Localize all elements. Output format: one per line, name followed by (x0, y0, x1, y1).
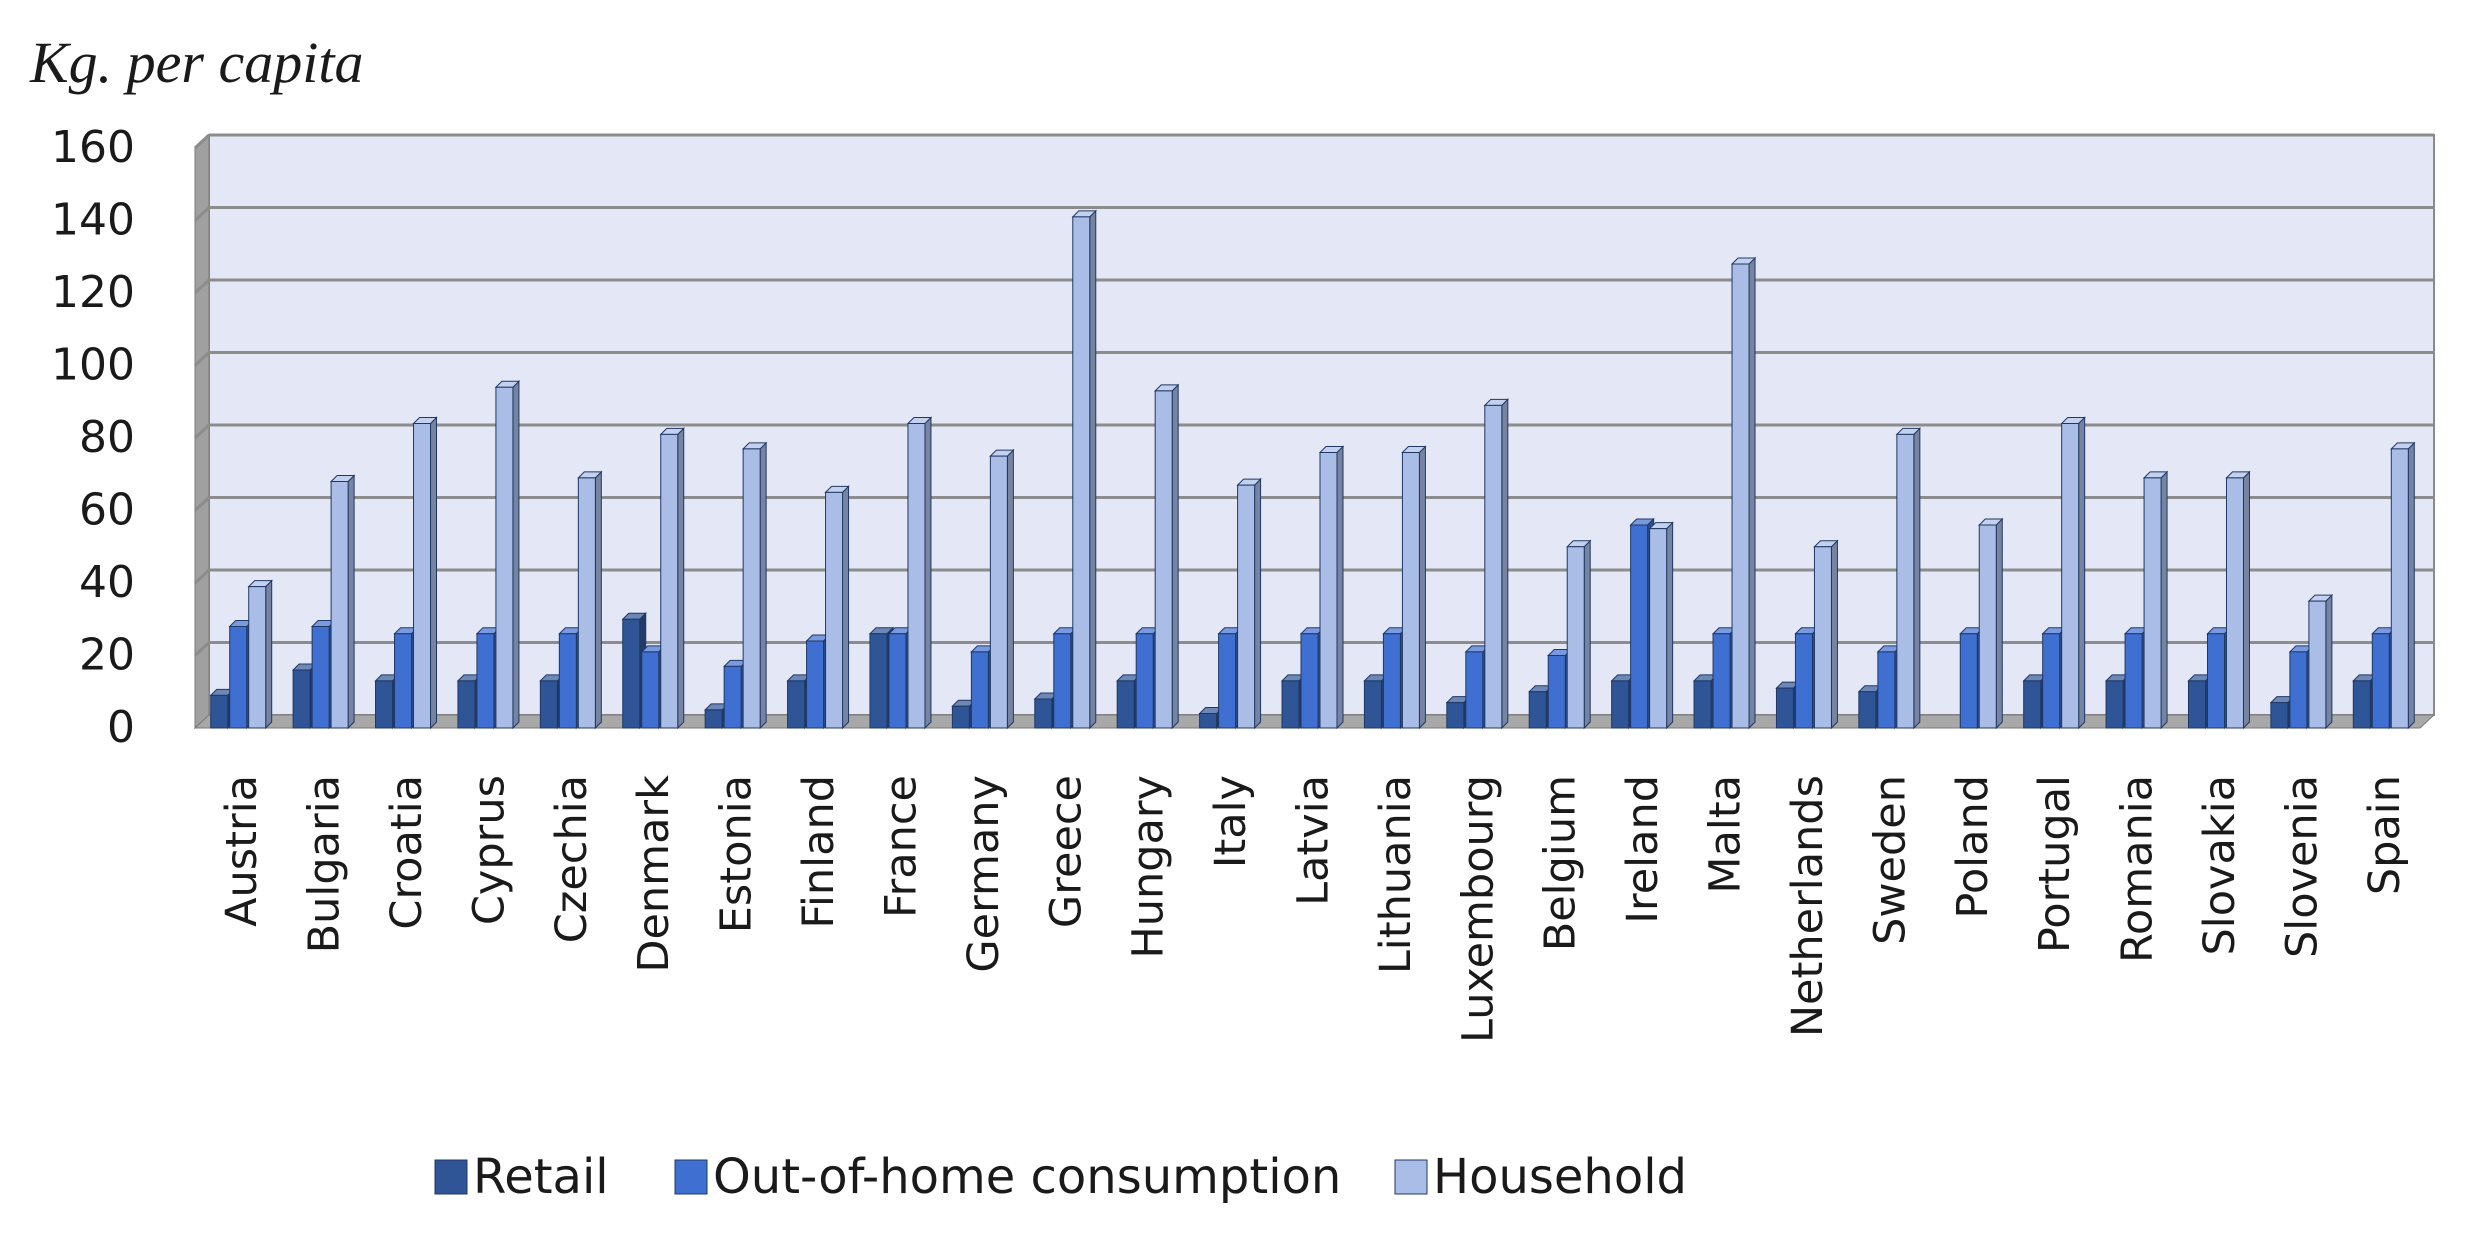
bar-household (1730, 256, 1757, 730)
bar-household (1401, 445, 1427, 730)
legend-label-out-of-home-consumption: Out-of-home consumption (713, 1149, 1341, 1205)
gridline-side (193, 641, 211, 657)
x-category-label: Czechia (547, 775, 597, 943)
gridline-side (193, 206, 211, 222)
bar-household (741, 441, 768, 730)
bar-household (1153, 383, 1180, 730)
y-tick-label: 60 (79, 485, 135, 536)
bar-household (1978, 517, 2004, 730)
x-category-label: Estonia (712, 775, 762, 933)
x-category-label: Croatia (382, 775, 432, 930)
x-category-label: Austria (217, 775, 267, 927)
bars (209, 209, 2416, 730)
x-category-label: Luxembourg (1453, 775, 1503, 1043)
bar-household (1648, 521, 1674, 730)
x-category-label: Netherlands (1783, 775, 1833, 1037)
x-category-label: Spain (2360, 775, 2410, 895)
gridline-side (193, 278, 211, 295)
bar-household (659, 427, 685, 730)
bar-household (1483, 398, 1510, 730)
bar-household (1895, 427, 1922, 730)
x-category-label: Romania (2113, 775, 2163, 963)
y-tick-label: 140 (51, 195, 135, 246)
x-category-label: Sweden (1865, 775, 1915, 945)
x-category-label: Finland (794, 775, 844, 929)
bar-household (2142, 470, 2169, 730)
y-tick-label: 0 (107, 702, 135, 753)
legend-swatch-retail (434, 1159, 468, 1195)
bar-household (577, 470, 603, 730)
x-category-label: Portugal (2030, 775, 2080, 953)
y-tick-label: 80 (79, 412, 135, 463)
bar-household (2390, 441, 2416, 730)
gridline-side (193, 351, 211, 367)
x-category-label: Slovakia (2195, 775, 2245, 956)
x-category-label: Belgium (1536, 775, 1586, 951)
bar-household (1071, 209, 1097, 730)
gridline-side (193, 133, 211, 150)
legend-label-retail: Retail (473, 1149, 609, 1205)
bar-household (2060, 416, 2086, 730)
x-category-label: Lithuania (1371, 775, 1421, 974)
bar-household (1236, 477, 1262, 730)
y-tick-label: 160 (51, 122, 135, 173)
y-tick-label: 100 (51, 340, 135, 391)
gridline-side (193, 496, 211, 512)
bar-household (1813, 539, 1839, 730)
bar-household (494, 380, 521, 730)
x-category-label: Germany (959, 775, 1009, 973)
bar-household (247, 579, 273, 730)
bar-household (412, 416, 438, 730)
bar-household (989, 448, 1015, 730)
x-category-label: Cyprus (464, 775, 514, 925)
x-category-label: Slovenia (2277, 775, 2327, 958)
x-axis-categories: Austria Bulgaria Croatia Cyprus Czechia Denma… (217, 775, 2410, 1043)
y-tick-label: 40 (79, 557, 135, 608)
gridline-side (193, 568, 211, 585)
bar-household (1318, 445, 1345, 730)
x-category-label: Ireland (1618, 775, 1668, 924)
x-category-label: Denmark (629, 775, 679, 973)
x-category-label: Poland (1948, 775, 1998, 919)
bar-household (329, 474, 356, 730)
bar-household (824, 485, 850, 730)
legend-label-household: Household (1433, 1149, 1687, 1205)
x-category-label: France (876, 775, 926, 918)
x-category-label: Latvia (1289, 775, 1339, 906)
y-tick-label: 20 (79, 630, 135, 681)
y-axis-title: Kg. per capita (29, 30, 363, 95)
legend: Retail Out-of-home consumption Household (434, 1149, 1687, 1205)
bar-household (906, 416, 933, 730)
x-category-label: Greece (1041, 775, 1091, 928)
bar-household (1566, 539, 1592, 730)
gridline-side (193, 423, 211, 440)
x-category-label: Bulgaria (300, 775, 350, 953)
y-tick-label: 120 (51, 267, 135, 318)
y-axis-ticks: 0 20 40 60 80 100 120 140 160 (51, 122, 135, 753)
x-category-label: Italy (1206, 775, 1256, 868)
x-category-label: Hungary (1124, 775, 1174, 959)
bar-household (2307, 593, 2334, 730)
legend-swatch-out-of-home-consumption (674, 1159, 708, 1195)
bar-household (2225, 470, 2251, 730)
x-category-label: Malta (1701, 775, 1751, 894)
legend-swatch-household (1394, 1159, 1428, 1195)
